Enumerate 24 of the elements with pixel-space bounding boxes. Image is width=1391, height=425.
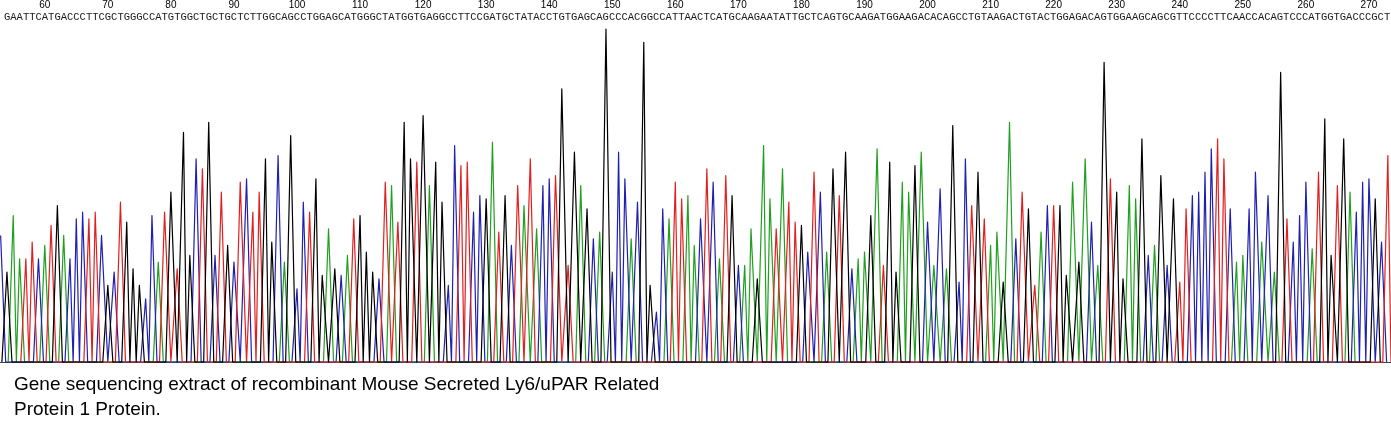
- x-tick-label: 260: [1297, 0, 1315, 10]
- x-tick-label: 240: [1171, 0, 1189, 10]
- x-tick-label: 80: [165, 0, 177, 10]
- text: GAATTCATGACCCTTCGCTGGGCCATGTGGCTGCTGCTCTTGGCAGCCTGGAGCATGGGCTATGGTGAGGCCTTCCGATGCTATACCTGTGAGCAGCCCACGGCCATTAACTCATGCAAGAATATTGCTCAGTGCAAGATGGAAGACACAGCCTGTAAGACTGTACTGGAGACAGTGGAAGCAGCGTTCCCCTTCAACCACAGTCCCATGGTGACCCGCT: [4, 11, 1391, 23]
- x-tick-label: 130: [477, 0, 495, 10]
- x-tick-label: 120: [414, 0, 432, 10]
- x-tick-label: 140: [540, 0, 558, 10]
- x-tick-label: 230: [1108, 0, 1126, 10]
- x-tick-label: 160: [666, 0, 685, 10]
- x-tick-label: 270: [1360, 0, 1378, 10]
- x-tick-label: 70: [102, 0, 114, 10]
- x-tick-label: 60: [39, 0, 51, 10]
- x-tick-label: 190: [856, 0, 874, 10]
- x-tick-label: 150: [603, 0, 622, 10]
- x-tick-label: 210: [982, 0, 1000, 10]
- x-tick-label: 250: [1234, 0, 1252, 10]
- x-tick-label: 170: [730, 0, 748, 10]
- x-tick-label: 180: [793, 0, 811, 10]
- x-tick-label: 110: [352, 0, 369, 10]
- text: Gene sequencing extract of recombinant Mouse Secreted Ly6/uPAR Related Protein 1 Protein.: [14, 373, 660, 419]
- x-tick-label: 220: [1045, 0, 1063, 10]
- x-tick-label: 200: [919, 0, 937, 10]
- x-tick-label: 100: [288, 0, 306, 10]
- x-tick-label: 90: [228, 0, 240, 10]
